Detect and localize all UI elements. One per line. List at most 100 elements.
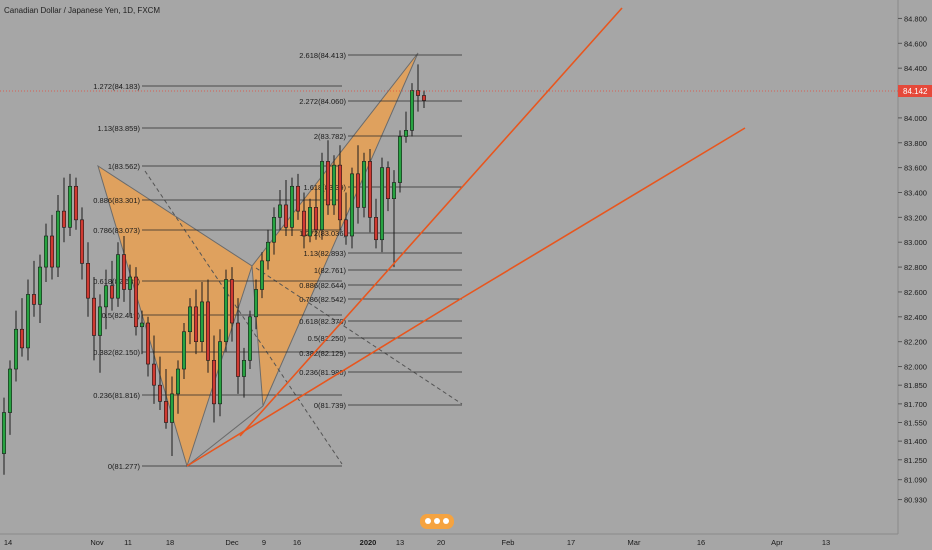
candle [259, 252, 264, 299]
candle [230, 267, 235, 342]
candle [218, 329, 223, 417]
fib-level-right[interactable]: 0.786(82.542) [299, 295, 462, 304]
pattern-projection-right [255, 267, 463, 405]
candle [152, 335, 157, 404]
fib-level-left-label: 0(81.277) [108, 462, 141, 471]
trend-line-lower-extension[interactable] [461, 127, 746, 299]
candle [271, 207, 276, 255]
price-tick-label: 83.800 [904, 139, 927, 148]
candle [8, 360, 13, 435]
candle [122, 236, 127, 302]
fib-level-right[interactable]: 1(82.761) [314, 266, 462, 275]
candle [421, 90, 426, 108]
price-tick-label: 84.800 [904, 14, 927, 23]
fib-level-right-label: 0.786(82.542) [299, 295, 346, 304]
candle [25, 279, 30, 361]
fib-level-left-label: 0.5(82.419) [102, 311, 141, 320]
time-tick-label: Mar [628, 538, 641, 547]
candle [265, 229, 270, 270]
candle [385, 161, 390, 212]
fib-level-right-label: 2(83.782) [314, 132, 347, 141]
fib-level-right-label: 1.618(83.39) [303, 183, 346, 192]
price-axis [898, 0, 932, 550]
fib-level-left[interactable]: 0.5(82.419) [102, 311, 342, 320]
fib-level-left-label: 0.786(83.073) [93, 226, 140, 235]
fib-level-right-label: 1.272(83.036) [299, 229, 346, 238]
price-tick-label: 80.930 [904, 496, 927, 505]
candle [301, 192, 306, 249]
fib-level-right[interactable]: 1.13(82.893) [303, 249, 462, 258]
pattern-projection-left [144, 170, 343, 465]
current-price-badge: 84.142 [898, 85, 932, 97]
price-tick-label: 81.700 [904, 400, 927, 409]
time-tick-label: 16 [293, 538, 301, 547]
price-tick-label: 81.250 [904, 456, 927, 465]
candle [80, 207, 85, 280]
candle [307, 198, 312, 243]
candle [98, 294, 103, 373]
candle [110, 260, 115, 311]
candle [49, 214, 54, 280]
fib-level-right-label: 0.886(82.644) [299, 281, 346, 290]
fib-level-left[interactable]: 0.886(83.301) [93, 196, 342, 205]
time-axis-labels: 14 Nov 11 18 Dec 9 16 2020 13 20 Feb 17 Mar 16 Apr 13 [4, 538, 830, 547]
candle [206, 279, 211, 373]
fib-level-right-label: 0(81.739) [314, 401, 347, 410]
fib-level-right[interactable]: 0.236(81.980) [299, 368, 462, 377]
candle [68, 173, 73, 236]
fib-level-left-label: 0.382(82.150) [93, 348, 140, 357]
candle [37, 254, 42, 324]
trend-lines[interactable] [186, 7, 746, 467]
price-tick-label: 82.600 [904, 288, 927, 297]
trend-line-lower[interactable] [186, 297, 463, 467]
watermark-logo [420, 514, 454, 529]
fib-level-right[interactable]: 2.618(84.413) [299, 51, 462, 60]
fib-level-left[interactable]: 1.13(83.859) [97, 124, 342, 133]
candle [295, 173, 300, 220]
fib-level-right-label: 1(82.761) [314, 266, 347, 275]
fib-level-right[interactable]: 0.618(82.370) [299, 317, 462, 326]
candle [55, 194, 60, 278]
fib-level-left-label: 1(83.562) [108, 162, 141, 171]
candle [188, 298, 193, 345]
candle [343, 192, 348, 245]
candle [43, 223, 48, 282]
fib-level-right-label: 0.618(82.370) [299, 317, 346, 326]
candle [86, 242, 91, 317]
time-tick-label: 11 [124, 538, 132, 547]
candle [254, 279, 259, 330]
price-tick-label: 83.200 [904, 213, 927, 222]
candle [319, 152, 324, 240]
trend-line-upper[interactable] [239, 7, 623, 437]
fib-level-left[interactable]: 0(81.277) [108, 462, 342, 471]
price-tick-label: 81.090 [904, 476, 927, 485]
price-tick-label: 83.400 [904, 188, 927, 197]
fib-level-right[interactable]: 0(81.739) [314, 401, 462, 410]
candle [391, 170, 396, 268]
fib-level-right[interactable]: 1.618(83.39) [303, 183, 462, 192]
chart-title: Canadian Dollar / Japanese Yen, 1D, FXCM [4, 6, 160, 15]
fib-level-left[interactable]: 1.272(84.183) [93, 82, 342, 91]
price-tick-label: 82.000 [904, 363, 927, 372]
fib-level-left-label: 1.13(83.859) [97, 124, 140, 133]
candle [373, 198, 378, 249]
candle [313, 186, 318, 240]
fib-level-right[interactable]: 0.886(82.644) [299, 281, 462, 290]
fib-level-left[interactable]: 1(83.562) [108, 162, 342, 171]
fib-level-right[interactable]: 0.382(82.129) [299, 349, 462, 358]
price-tick-label: 81.400 [904, 437, 927, 446]
time-tick-label: Nov [90, 538, 104, 547]
fib-level-left[interactable]: 0.236(81.816) [93, 391, 342, 400]
candle [146, 316, 151, 377]
fib-level-left[interactable]: 0.382(82.150) [93, 348, 342, 357]
fibonacci-levels[interactable]: 1.272(84.183) 1.13(83.859) 1(83.562) 0.886(… [93, 51, 462, 471]
candle [337, 145, 342, 230]
candle [170, 376, 175, 457]
price-tick-label: 83.600 [904, 164, 927, 173]
candle [355, 145, 360, 224]
fib-level-right[interactable]: 2.272(84.060) [299, 97, 462, 106]
price-tick-label: 84.400 [904, 64, 927, 73]
time-tick-label: Apr [771, 538, 783, 547]
fib-level-right[interactable]: 1.272(83.036) [299, 229, 462, 238]
